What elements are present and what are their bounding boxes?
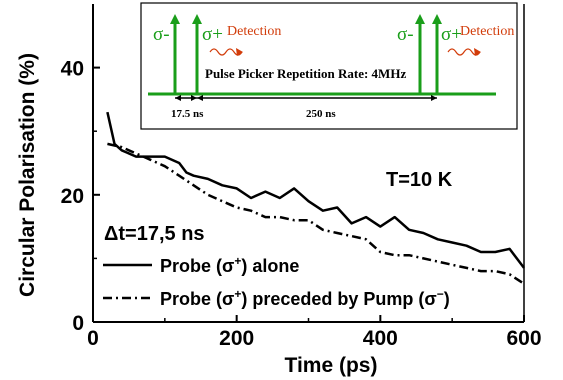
pulse-group-1: σ- σ+ Detection xyxy=(153,14,281,94)
pulse-arrowhead xyxy=(170,14,180,24)
sigma-minus-label-2: σ- xyxy=(397,24,414,45)
series-layer xyxy=(106,111,525,285)
dimension-arrowhead xyxy=(191,95,197,101)
dimension-arrows: 17.5 ns 250 ns xyxy=(171,95,437,120)
dimension-arrowhead xyxy=(431,95,437,101)
legend-label-dashdot: Probe (σ+) preceded by Pump (σ−) xyxy=(160,287,450,309)
series-line-probe-alone xyxy=(106,111,525,269)
gap-long-label: 250 ns xyxy=(306,108,336,120)
inset-diagram: σ- σ+ Detection σ- σ+ Detection Pulse Pi… xyxy=(140,2,518,130)
x-tick-label: 600 xyxy=(506,327,541,350)
series-line-probe-with-pump xyxy=(107,142,525,285)
detection-arrowhead xyxy=(236,48,243,56)
pulse-arrowhead xyxy=(415,14,425,24)
pulse-group-2: σ- σ+ Detection xyxy=(397,14,514,94)
detection-label-1: Detection xyxy=(227,24,281,39)
ticks: 0 200 400 600 0 20 40 xyxy=(61,58,542,350)
y-tick-label: 40 xyxy=(61,58,84,81)
x-tick-label: 400 xyxy=(363,327,398,350)
x-tick-label: 0 xyxy=(87,327,99,350)
x-tick-label: 200 xyxy=(219,327,254,350)
y-tick-label: 20 xyxy=(61,185,84,208)
pulse-arrowhead xyxy=(432,14,442,24)
detection-label-2: Detection xyxy=(460,24,514,39)
pulse-arrowhead xyxy=(192,14,202,24)
delay-label: Δt=17,5 ns xyxy=(104,223,205,245)
detection-wave-1 xyxy=(209,48,243,56)
dimension-arrowhead xyxy=(197,95,203,101)
detection-wave-2 xyxy=(447,48,481,56)
y-tick-label: 0 xyxy=(72,312,84,335)
sigma-plus-label-2: σ+ xyxy=(441,24,462,45)
x-axis-label: Time (ps) xyxy=(285,354,378,377)
temperature-label: T=10 K xyxy=(386,169,453,191)
legend-label-solid: Probe (σ+) alone xyxy=(160,254,299,276)
inset-frame xyxy=(140,2,518,130)
gap-short-label: 17.5 ns xyxy=(171,108,204,120)
repetition-rate-label: Pulse Picker Repetition Rate: 4MHz xyxy=(205,66,406,81)
detection-arrowhead xyxy=(474,48,481,56)
dimension-arrowhead xyxy=(175,95,181,101)
sigma-minus-label-1: σ- xyxy=(153,24,170,45)
sigma-plus-label-1: σ+ xyxy=(202,24,223,45)
y-axis-label: Circular Polarisation (%) xyxy=(16,53,39,297)
